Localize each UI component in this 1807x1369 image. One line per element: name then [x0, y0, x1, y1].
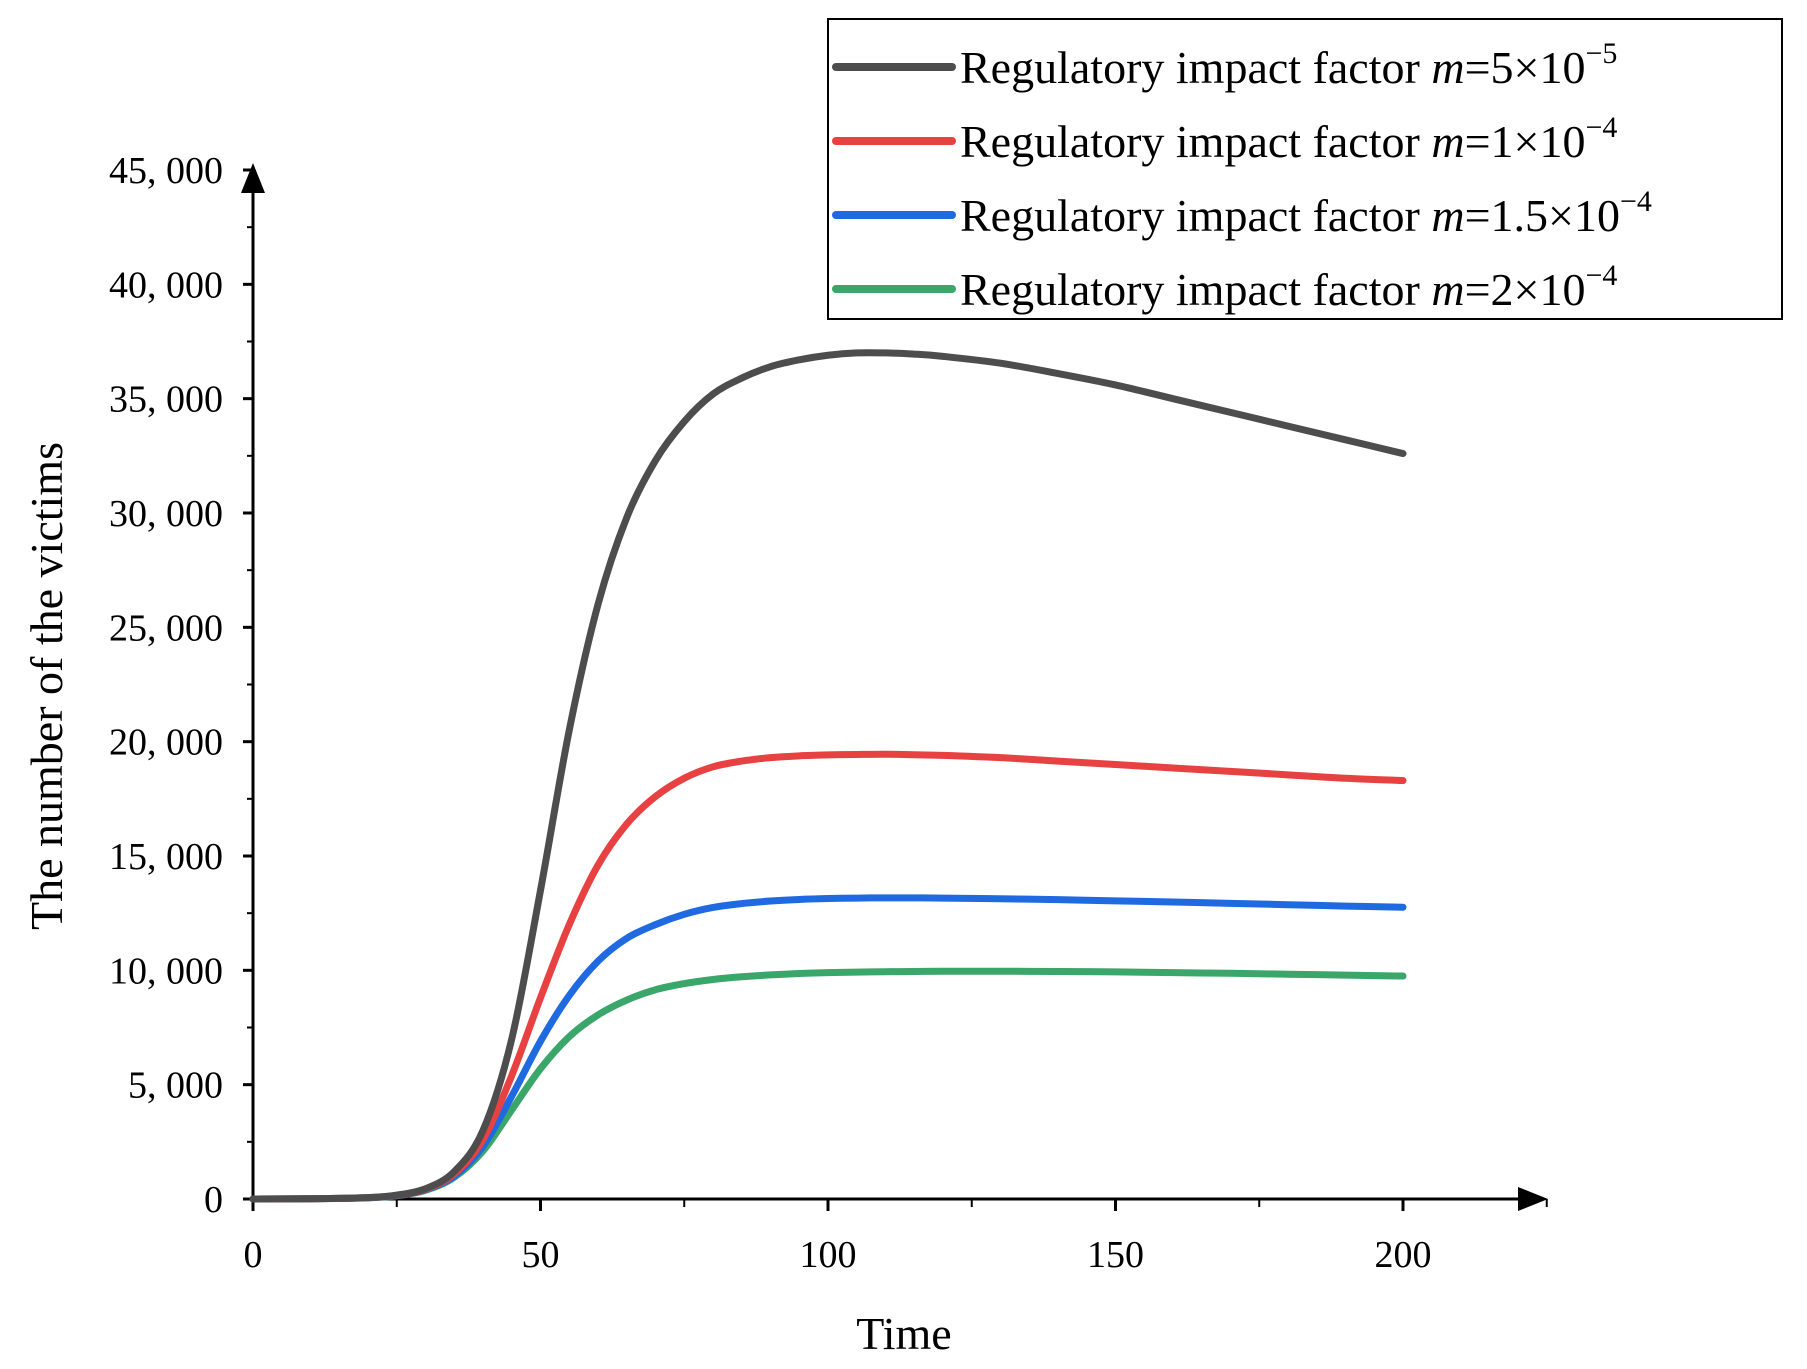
x-axis-title: Time: [856, 1308, 951, 1359]
x-tick-label: 50: [522, 1234, 560, 1276]
x-axis-arrow: [1518, 1187, 1548, 1211]
series-line-m-1-5-10-4: [249, 894, 1407, 1203]
y-tick-label: 10, 000: [109, 950, 223, 992]
y-tick-label: 45, 000: [109, 150, 223, 192]
y-tick-label: 0: [204, 1179, 223, 1221]
series-line-m-5-10-5: [249, 349, 1407, 1203]
series-line-m-2-10-4: [249, 967, 1407, 1203]
tick-labels: 0 5, 000 10, 000 15, 000 20, 000 25, 000 30, 0…: [109, 150, 1432, 1276]
y-tick-label: 25, 000: [109, 607, 223, 649]
y-tick-label: 30, 000: [109, 493, 223, 535]
legend-label: Regulatory impact factor m=5×10−5: [960, 37, 1617, 93]
legend-label: Regulatory impact factor m=2×10−4: [960, 259, 1617, 315]
y-tick-label: 15, 000: [109, 836, 223, 878]
series-lines: [249, 349, 1407, 1203]
x-tick-label: 100: [800, 1234, 857, 1276]
legend-label: Regulatory impact factor m=1.5×10−4: [960, 185, 1652, 241]
y-tick-label: 35, 000: [109, 379, 223, 421]
x-tick-label: 150: [1087, 1234, 1144, 1276]
y-tick-label: 40, 000: [109, 264, 223, 306]
x-tick-label: 200: [1375, 1234, 1432, 1276]
y-axis-title: The number of the victims: [21, 442, 72, 930]
legend-label: Regulatory impact factor m=1×10−4: [960, 111, 1617, 167]
y-tick-label: 5, 000: [128, 1065, 223, 1107]
legend-box: [827, 18, 1783, 320]
y-tick-label: 20, 000: [109, 722, 223, 764]
x-tick-label: 0: [244, 1234, 263, 1276]
axes: [241, 163, 1548, 1211]
y-axis-arrow: [241, 163, 265, 193]
legend: Regulatory impact factor m=5×10−5 Regulat…: [827, 18, 1783, 320]
ticks: [243, 168, 1548, 1211]
